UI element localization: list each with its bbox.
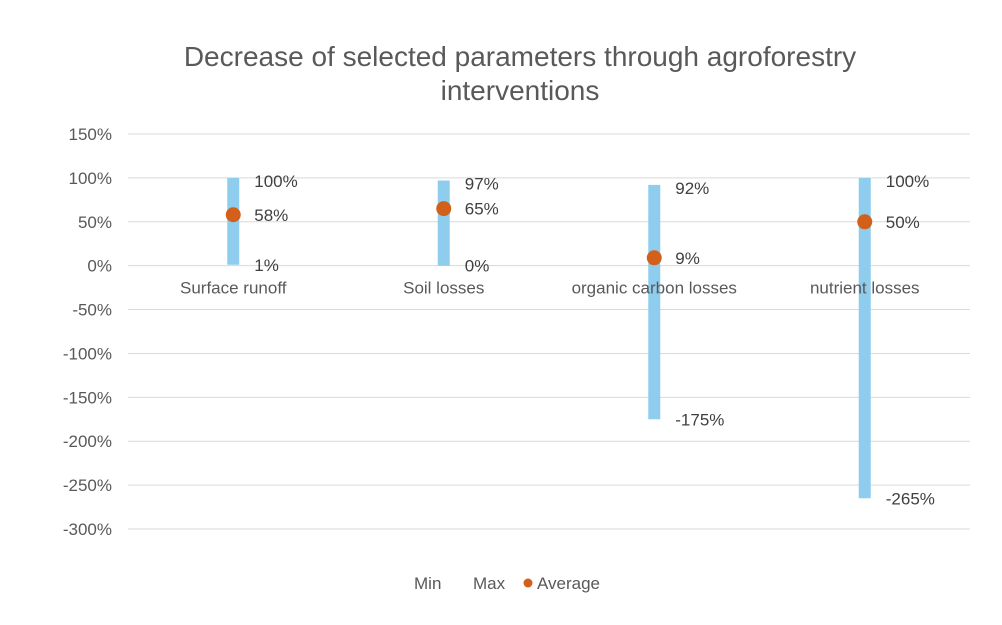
y-tick-label: -100%: [63, 344, 112, 363]
legend: Min Max Average: [414, 574, 600, 593]
legend-label-min: Min: [414, 574, 441, 593]
average-dot: [646, 250, 662, 266]
min-data-label: 1%: [254, 256, 279, 275]
range-bar: [858, 177, 871, 499]
legend-label-max: Max: [473, 574, 506, 593]
average-dot: [225, 207, 241, 223]
y-tick-label: 100%: [69, 169, 112, 188]
legend-label-average: Average: [537, 574, 600, 593]
gridlines: [128, 133, 970, 530]
y-tick-label: 0%: [87, 257, 112, 276]
max-data-label: 92%: [675, 179, 709, 198]
average-data-label: 50%: [886, 213, 920, 232]
category-labels: Surface runoff Soil losses organic carbon …: [180, 279, 920, 298]
chart-title: Decrease of selected parameters through …: [0, 40, 1002, 108]
y-tick-label: -200%: [63, 432, 112, 451]
data-labels: 100% 58% 1% 97% 65% 0% 92% 9% -175% 100% 50% -265%: [254, 172, 935, 508]
average-markers: [225, 201, 873, 266]
chart-title-line-1: Decrease of selected parameters through …: [183, 41, 857, 72]
average-dot: [436, 201, 452, 217]
legend-marker-average: [523, 578, 533, 588]
y-tick-label: 150%: [69, 125, 112, 144]
y-axis-tick-labels: 150% 100% 50% 0% -50% -100% -150% -200% -250% -30…: [63, 125, 112, 539]
min-data-label: -265%: [886, 489, 935, 508]
y-tick-label: -150%: [63, 388, 112, 407]
y-tick-label: -300%: [63, 520, 112, 539]
y-tick-label: -50%: [72, 301, 112, 320]
y-tick-label: -250%: [63, 476, 112, 495]
category-label: Surface runoff: [180, 279, 287, 298]
category-label: nutrient losses: [810, 279, 920, 298]
y-tick-label: 50%: [78, 213, 112, 232]
average-data-label: 58%: [254, 206, 288, 225]
max-data-label: 100%: [254, 172, 297, 191]
chart-title-line-2: interventions: [440, 75, 600, 106]
range-bar: [648, 184, 661, 420]
min-data-label: -175%: [675, 410, 724, 429]
category-label: Soil losses: [403, 279, 484, 298]
min-data-label: 0%: [465, 257, 490, 276]
average-dot: [857, 214, 873, 230]
average-data-label: 9%: [675, 249, 700, 268]
max-data-label: 97%: [465, 175, 499, 194]
category-label: organic carbon losses: [572, 279, 737, 298]
max-data-label: 100%: [886, 172, 929, 191]
range-bar: [437, 180, 450, 266]
average-data-label: 65%: [465, 200, 499, 219]
range-bars: [227, 177, 871, 499]
